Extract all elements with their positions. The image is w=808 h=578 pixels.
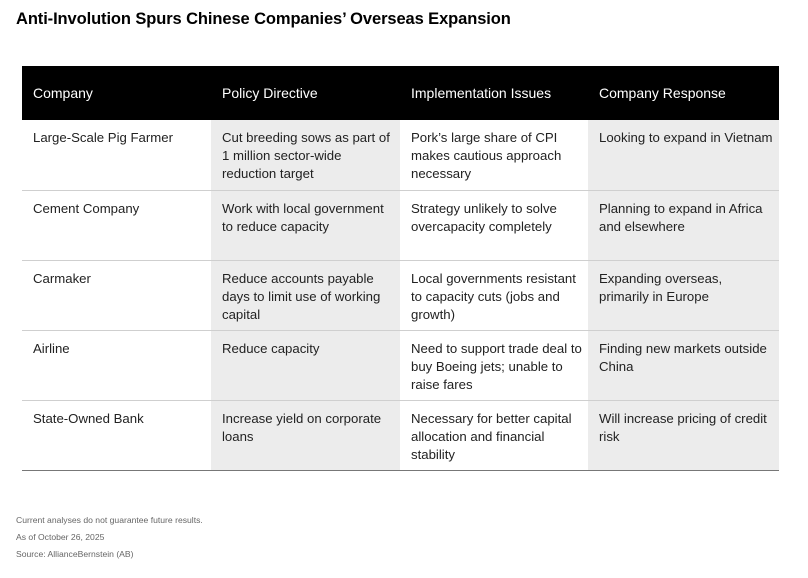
data-table: Company Policy Directive Implementation … (22, 66, 779, 471)
policy-directive-cell: Reduce accounts payable days to limit us… (211, 260, 400, 331)
company-cell: Cement Company (22, 190, 211, 261)
column-header-policy-directive: Policy Directive (222, 85, 318, 101)
column-header-company-response: Company Response (599, 85, 726, 101)
column-header-company: Company (33, 85, 93, 101)
company-cell: Carmaker (22, 260, 211, 331)
implementation-issues-cell: Need to support trade deal to buy Boeing… (400, 330, 588, 401)
table-row: Cement Company Work with local governmen… (22, 190, 779, 261)
policy-directive-cell: Reduce capacity (211, 330, 400, 401)
implementation-issues-cell: Pork’s large share of CPI makes cautious… (400, 120, 588, 191)
company-response-cell: Will increase pricing of credit risk (588, 400, 779, 471)
table-row: Large-Scale Pig Farmer Cut breeding sows… (22, 120, 779, 191)
source-note: Source: AllianceBernstein (AB) (16, 549, 134, 559)
company-response-cell: Expanding overseas, primarily in Europe (588, 260, 779, 331)
column-header-implementation-issues: Implementation Issues (411, 85, 552, 101)
table-header-row: Company Policy Directive Implementation … (22, 66, 779, 120)
policy-directive-cell: Increase yield on corporate loans (211, 400, 400, 471)
company-cell: Large-Scale Pig Farmer (22, 120, 211, 191)
company-response-cell: Finding new markets outside China (588, 330, 779, 401)
disclaimer-note: Current analyses do not guarantee future… (16, 515, 203, 525)
table-body: Large-Scale Pig Farmer Cut breeding sows… (22, 120, 779, 471)
table-row: Carmaker Reduce accounts payable days to… (22, 260, 779, 331)
date-note: As of October 26, 2025 (16, 532, 105, 542)
table-row: Airline Reduce capacity Need to support … (22, 330, 779, 401)
footnotes: Current analyses do not guarantee future… (16, 512, 203, 563)
implementation-issues-cell: Strategy unlikely to solve overcapacity … (400, 190, 588, 261)
company-cell: State-Owned Bank (22, 400, 211, 471)
policy-directive-cell: Work with local government to reduce cap… (211, 190, 400, 261)
page-title: Anti-Involution Spurs Chinese Companies’… (16, 10, 511, 28)
company-response-cell: Planning to expand in Africa and elsewhe… (588, 190, 779, 261)
policy-directive-cell: Cut breeding sows as part of 1 million s… (211, 120, 400, 191)
company-response-cell: Looking to expand in Vietnam (588, 120, 779, 191)
company-cell: Airline (22, 330, 211, 401)
implementation-issues-cell: Necessary for better capital allocation … (400, 400, 588, 471)
table-header: Company Policy Directive Implementation … (22, 66, 779, 120)
implementation-issues-cell: Local governments resistant to capacity … (400, 260, 588, 331)
table-row: State-Owned Bank Increase yield on corpo… (22, 400, 779, 471)
